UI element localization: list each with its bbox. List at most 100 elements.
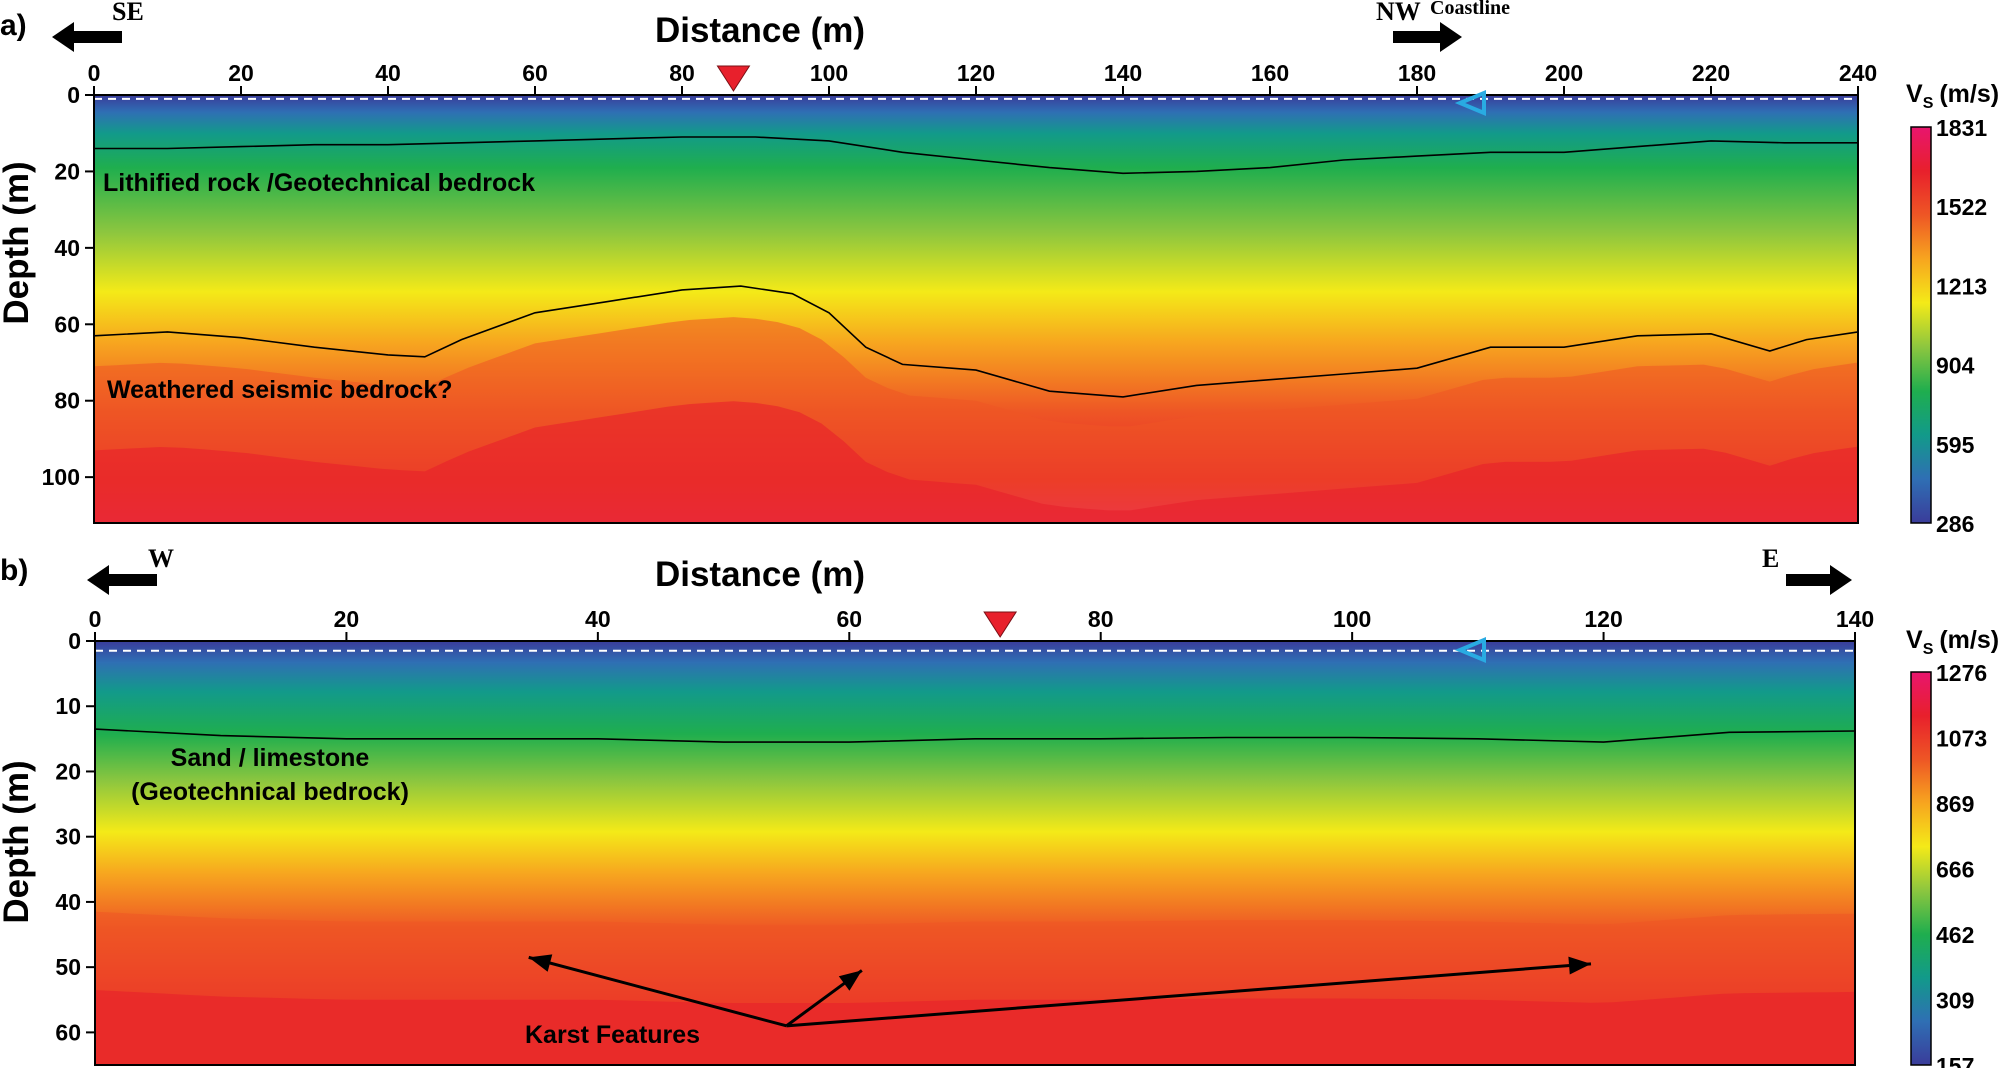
- panel-b-direction-right: E: [1762, 544, 1779, 573]
- b-colorbar-tick-label: 1276: [1936, 660, 1987, 686]
- b-colorbar-tick-label: 157: [1936, 1053, 1974, 1068]
- panel-a-annotation-weathered: Weathered seismic bedrock?: [107, 376, 453, 404]
- a-x-tick-label: 80: [669, 60, 695, 86]
- b-y-tick-label: 20: [55, 758, 81, 784]
- b-colorbar-tick-label: 462: [1936, 922, 1974, 948]
- panel-a-coastline-label: Coastline: [1430, 0, 1510, 19]
- panel-a-y-axis-title: Depth (m): [0, 161, 36, 324]
- panel-a-x-axis: 0 20 40 60 80 100 120 140 160 180 200 220 240: [88, 60, 1877, 95]
- b-colorbar-tick-label: 309: [1936, 988, 1974, 1014]
- b-x-tick-label: 0: [89, 606, 102, 632]
- panel-a-colorbar-gradient: [1910, 126, 1932, 524]
- b-y-tick-label: 0: [68, 628, 81, 654]
- a-x-tick-label: 200: [1545, 60, 1583, 86]
- panel-a-y-axis: 0 20 40 60 80 100: [42, 82, 94, 490]
- a-interface-line-1: [93, 285, 1859, 398]
- a-x-tick-label: 220: [1692, 60, 1730, 86]
- a-y-tick-label: 20: [54, 158, 80, 184]
- a-y-tick-label: 0: [67, 82, 80, 108]
- a-x-tick-label: 240: [1839, 60, 1877, 86]
- panel-b-receiver-marker-icon: [983, 611, 1018, 638]
- b-x-tick-label: 100: [1333, 606, 1371, 632]
- panel-b-west-arrow-icon: [87, 565, 157, 595]
- b-colorbar-tick-label: 869: [1936, 791, 1974, 817]
- a-x-tick-label: 140: [1104, 60, 1142, 86]
- panel-a-receiver-marker-icon: [716, 65, 751, 92]
- panel-b-y-axis-title: Depth (m): [0, 760, 36, 923]
- a-x-tick-label: 100: [810, 60, 848, 86]
- panel-b-label: b): [0, 554, 28, 587]
- panel-b-east-arrow-icon: [1786, 565, 1852, 595]
- panel-b-x-axis-title: Distance (m): [655, 555, 865, 594]
- panel-b-water-level-icon: [1454, 637, 1486, 663]
- panel-b-x-axis: 0 20 40 60 80 100 120 140: [89, 606, 1874, 641]
- karst-arrow-2: [786, 962, 1592, 1028]
- panel-b-colorbar-title: VS (m/s): [1906, 626, 1999, 658]
- karst-arrowhead-icon: [528, 954, 553, 972]
- panel-b-y-axis: 0 10 20 30 40 50 60: [55, 628, 95, 1045]
- a-y-tick-label: 80: [54, 388, 80, 414]
- b-y-tick-label: 30: [55, 824, 81, 850]
- b-x-tick-label: 20: [334, 606, 360, 632]
- a-deepest-layer: [94, 401, 1858, 523]
- b-interface-line-0: [94, 728, 1856, 743]
- panel-a-x-axis-title: Distance (m): [655, 11, 865, 50]
- b-x-tick-label: 120: [1584, 606, 1622, 632]
- b-y-tick-label: 60: [55, 1019, 81, 1045]
- panel-a-annotation-geotechnical: Lithified rock /Geotechnical bedrock: [103, 169, 535, 197]
- karst-arrowhead-icon: [838, 970, 862, 991]
- a-x-tick-label: 120: [957, 60, 995, 86]
- a-y-tick-label: 40: [54, 235, 80, 261]
- panel-b-annotation-geotechnical: (Geotechnical bedrock): [131, 778, 409, 806]
- panel-b-karst-label: Karst Features: [525, 1021, 700, 1049]
- panel-b-plot-frame: [94, 640, 1856, 1066]
- panel-b-annotation-sand: Sand / limestone: [171, 744, 370, 772]
- panel-a-colorbar-ticks: 1831 1522 1213 904 595 286: [1936, 115, 1987, 537]
- a-x-tick-label: 60: [522, 60, 548, 86]
- a-x-tick-label: 20: [228, 60, 254, 86]
- panel-a-velocity-section: [94, 95, 1858, 523]
- b-x-tick-label: 140: [1836, 606, 1874, 632]
- panel-b-karst-arrows: [528, 954, 1592, 1028]
- panel-b-colorbar: VS (m/s) 1276 1073 869 666 462 309 157: [1906, 626, 1999, 1068]
- a-colorbar-tick-label: 1831: [1936, 115, 1987, 141]
- a-x-tick-label: 180: [1398, 60, 1436, 86]
- a-y-tick-label: 100: [42, 464, 80, 490]
- panel-a-label: a): [0, 9, 27, 42]
- panel-b-interface-lines: [94, 728, 1856, 743]
- a-y-tick-label: 60: [54, 311, 80, 337]
- panel-a-direction-left: SE: [112, 0, 144, 26]
- a-colorbar-tick-label: 1213: [1936, 273, 1987, 299]
- b-y-tick-label: 10: [55, 693, 81, 719]
- b-deepest-layer: [95, 990, 1855, 1065]
- panel-a-colorbar: VS (m/s) 1831 1522 1213 904 595 286: [1906, 80, 1999, 537]
- a-colorbar-tick-label: 904: [1936, 353, 1975, 379]
- panel-a-water-level-icon: [1454, 90, 1486, 116]
- panel-a-interface-lines: [93, 136, 1859, 398]
- panel-a-direction-right: NW: [1376, 0, 1421, 26]
- panel-a-nw-arrow-icon: [1393, 22, 1462, 52]
- panel-a: a) Distance (m) Depth (m) SE NW Coastlin…: [0, 0, 1999, 537]
- a-x-tick-label: 40: [375, 60, 401, 86]
- karst-arrow-0: [528, 955, 787, 1028]
- panel-a-se-arrow-icon: [52, 22, 122, 52]
- a-x-tick-label: 160: [1251, 60, 1289, 86]
- a-x-tick-label: 0: [88, 60, 101, 86]
- panel-b: b) Distance (m) Depth (m) W E 0 20 40 60 80 1…: [0, 544, 1999, 1068]
- a-colorbar-tick-label: 1522: [1936, 194, 1987, 220]
- b-colorbar-tick-label: 1073: [1936, 726, 1987, 752]
- panel-b-velocity-section: [95, 641, 1855, 1065]
- b-x-tick-label: 40: [585, 606, 611, 632]
- karst-arrowhead-icon: [1568, 956, 1591, 975]
- panel-a-colorbar-title: VS (m/s): [1906, 80, 1999, 112]
- a-colorbar-tick-label: 286: [1936, 511, 1974, 537]
- b-colorbar-tick-label: 666: [1936, 857, 1974, 883]
- b-x-tick-label: 60: [836, 606, 862, 632]
- panel-b-colorbar-gradient: [1910, 671, 1932, 1066]
- panel-b-direction-left: W: [148, 544, 174, 573]
- b-y-tick-label: 50: [55, 954, 81, 980]
- a-interface-line-0: [94, 136, 1858, 175]
- a-colorbar-tick-label: 595: [1936, 432, 1975, 458]
- panel-b-colorbar-ticks: 1276 1073 869 666 462 309 157: [1936, 660, 1987, 1068]
